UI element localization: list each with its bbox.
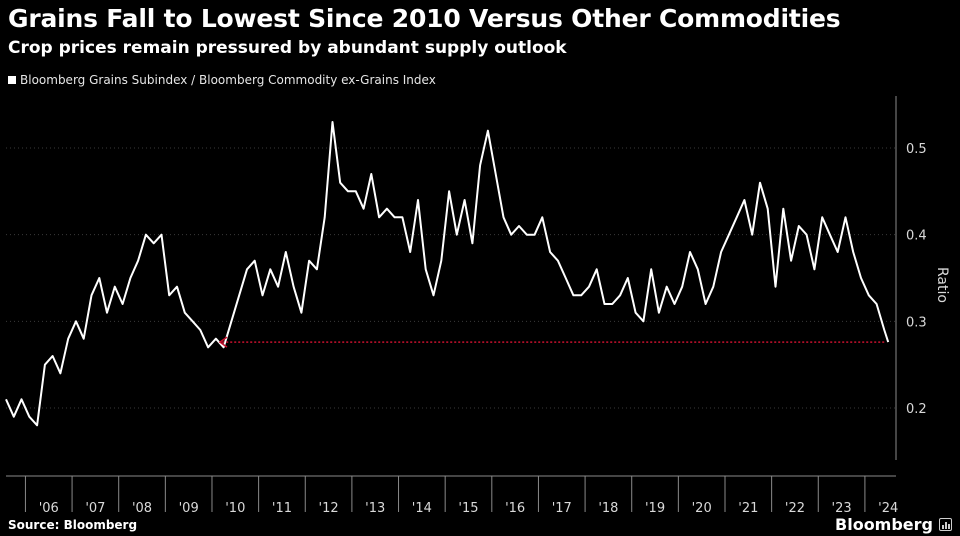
- x-tick-label: '12: [319, 501, 339, 516]
- y-tick-label: 0.5: [906, 142, 927, 157]
- x-tick-label: '16: [505, 501, 525, 516]
- x-tick-label: '10: [225, 501, 245, 516]
- x-tick-label: '22: [785, 501, 805, 516]
- legend: Bloomberg Grains Subindex / Bloomberg Co…: [8, 73, 436, 87]
- series-line: [5, 121, 890, 427]
- x-tick-label: '08: [132, 501, 152, 516]
- x-tick-label: '21: [738, 501, 758, 516]
- y-tick-label: 0.3: [906, 315, 927, 330]
- y-tick-label: 0.2: [906, 402, 927, 417]
- x-tick-label: '15: [458, 501, 478, 516]
- x-tick-label: '23: [832, 501, 852, 516]
- annotation-arrow-head: [218, 336, 228, 348]
- brand-logo: Bloomberg: [835, 515, 952, 534]
- x-tick-label: '24: [878, 501, 898, 516]
- x-tick-label: '06: [39, 501, 59, 516]
- x-tick-label: '14: [412, 501, 432, 516]
- chart-title: Grains Fall to Lowest Since 2010 Versus …: [8, 4, 841, 33]
- y-tick-label: 0.4: [906, 229, 927, 244]
- brand-name: Bloomberg: [835, 515, 933, 534]
- x-tick-label: '17: [552, 501, 572, 516]
- chart-subtitle: Crop prices remain pressured by abundant…: [8, 38, 567, 58]
- source-note: Source: Bloomberg: [8, 518, 138, 532]
- x-tick-label: '09: [179, 501, 199, 516]
- y-axis-title: Ratio: [934, 267, 950, 303]
- x-tick-label: '13: [365, 501, 385, 516]
- x-tick-label: '18: [598, 501, 618, 516]
- x-tick-label: '19: [645, 501, 665, 516]
- x-tick-label: '07: [85, 501, 105, 516]
- legend-label: Bloomberg Grains Subindex / Bloomberg Co…: [20, 73, 436, 87]
- legend-swatch: [8, 76, 16, 84]
- x-tick-label: '11: [272, 501, 292, 516]
- x-tick-label: '20: [692, 501, 712, 516]
- bar-chart-icon: [939, 518, 952, 531]
